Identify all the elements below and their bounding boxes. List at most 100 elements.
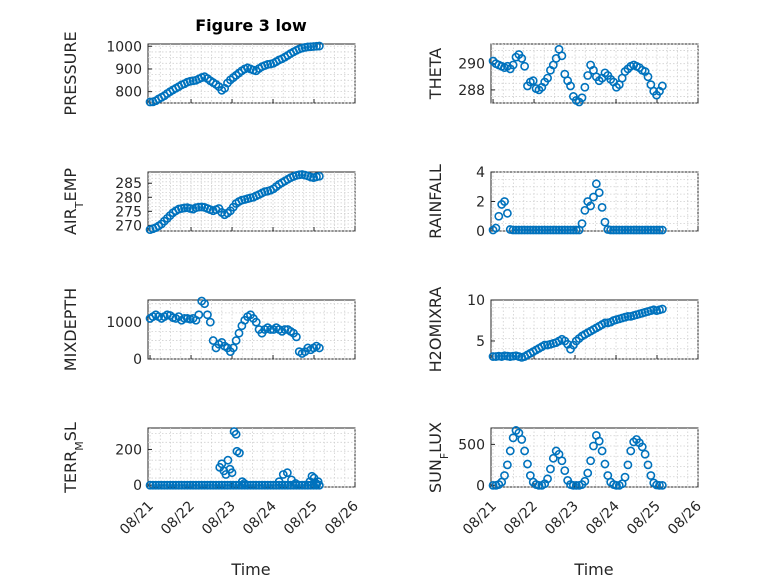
y-axis-label: TERRMSL xyxy=(61,422,86,494)
data-point xyxy=(313,477,323,487)
data-point xyxy=(600,318,610,328)
y-axis-label: PRESSURE xyxy=(61,31,80,115)
data-point xyxy=(282,468,292,478)
data-point xyxy=(254,480,264,490)
x-tick-label: 08/23 xyxy=(542,498,582,538)
data-point xyxy=(235,448,244,458)
data-point xyxy=(188,480,198,490)
data-point xyxy=(314,171,324,181)
data-point xyxy=(289,480,298,490)
data-point xyxy=(205,480,215,490)
data-point xyxy=(589,441,598,451)
data-point xyxy=(543,73,552,83)
data-point xyxy=(517,54,527,63)
y-axis-label: THETA xyxy=(426,48,445,100)
data-point xyxy=(191,480,201,490)
data-point xyxy=(307,471,317,481)
y-tick-label: 290 xyxy=(458,57,485,73)
data-point xyxy=(251,317,261,327)
data-point xyxy=(655,225,664,235)
data-point xyxy=(488,352,498,361)
y-tick-label: 285 xyxy=(115,176,142,192)
data-point xyxy=(546,464,555,474)
data-point xyxy=(491,223,501,233)
data-point xyxy=(568,225,578,235)
data-point xyxy=(151,480,161,490)
data-point xyxy=(517,225,527,235)
y-axis-label: AIRTEMP xyxy=(61,168,86,235)
data-point xyxy=(314,343,324,353)
subplot-h2omixra: 5 10 H2OMIXRA xyxy=(426,287,699,372)
data-point xyxy=(543,474,552,484)
data-point xyxy=(266,325,275,334)
data-point xyxy=(208,480,218,490)
data-point xyxy=(623,311,633,321)
y-tick-label: 275 xyxy=(115,204,142,220)
plot-area xyxy=(147,299,356,360)
data-point xyxy=(200,480,209,490)
figure-title: Figure 3 low xyxy=(195,16,307,35)
data-point xyxy=(634,225,644,235)
data-point xyxy=(548,453,558,463)
data-point xyxy=(612,225,621,235)
x-tick-label: 08/22 xyxy=(158,498,198,538)
data-point xyxy=(180,480,189,490)
data-point xyxy=(540,225,550,235)
data-point xyxy=(162,480,172,490)
data-point xyxy=(520,61,530,71)
data-point xyxy=(154,480,164,490)
data-point xyxy=(580,82,590,92)
data-point xyxy=(620,225,630,235)
y-tick-label: 1000 xyxy=(106,39,142,55)
data-point xyxy=(657,225,667,235)
data-point xyxy=(643,225,653,235)
x-tick-label: 08/25 xyxy=(624,498,664,538)
data-point xyxy=(220,480,230,490)
data-point xyxy=(511,225,521,235)
data-point xyxy=(591,179,601,189)
data-point xyxy=(548,225,558,235)
data-point xyxy=(594,436,604,446)
data-point xyxy=(266,480,275,490)
data-point xyxy=(309,42,318,51)
y-tick-label: 800 xyxy=(115,85,142,101)
y-tick-label: 0 xyxy=(133,478,142,494)
data-point xyxy=(168,480,178,490)
data-point xyxy=(623,460,633,470)
data-point xyxy=(177,480,187,490)
y-tick-label: 2 xyxy=(476,195,485,211)
data-point xyxy=(278,470,288,479)
data-point xyxy=(626,446,636,456)
data-point xyxy=(217,480,227,490)
data-point xyxy=(617,225,627,235)
data-point xyxy=(609,225,618,235)
data-point xyxy=(200,299,209,309)
y-axis-label: SUNFLUX xyxy=(426,422,451,493)
data-point xyxy=(534,480,544,490)
data-point xyxy=(646,225,656,235)
data-point xyxy=(655,480,664,490)
data-point xyxy=(646,471,656,480)
data-point xyxy=(583,71,593,80)
data-point xyxy=(657,81,667,91)
data-point xyxy=(551,225,561,235)
data-point xyxy=(568,480,578,490)
data-point xyxy=(248,480,258,490)
data-point xyxy=(203,480,212,490)
data-point xyxy=(205,317,215,327)
data-point xyxy=(560,225,570,235)
x-tick-label: 08/23 xyxy=(199,498,239,538)
data-point xyxy=(586,201,596,211)
data-point xyxy=(211,480,221,490)
data-point xyxy=(214,480,224,490)
data-point xyxy=(537,225,547,235)
x-tick-label: 08/24 xyxy=(240,498,280,538)
data-point xyxy=(528,225,538,235)
data-point xyxy=(632,225,641,235)
data-point xyxy=(286,480,296,490)
y-axis-label: RAINFALL xyxy=(426,164,445,239)
data-point xyxy=(525,225,535,235)
data-point xyxy=(594,188,604,198)
x-axis-label-left: Time xyxy=(230,560,270,579)
